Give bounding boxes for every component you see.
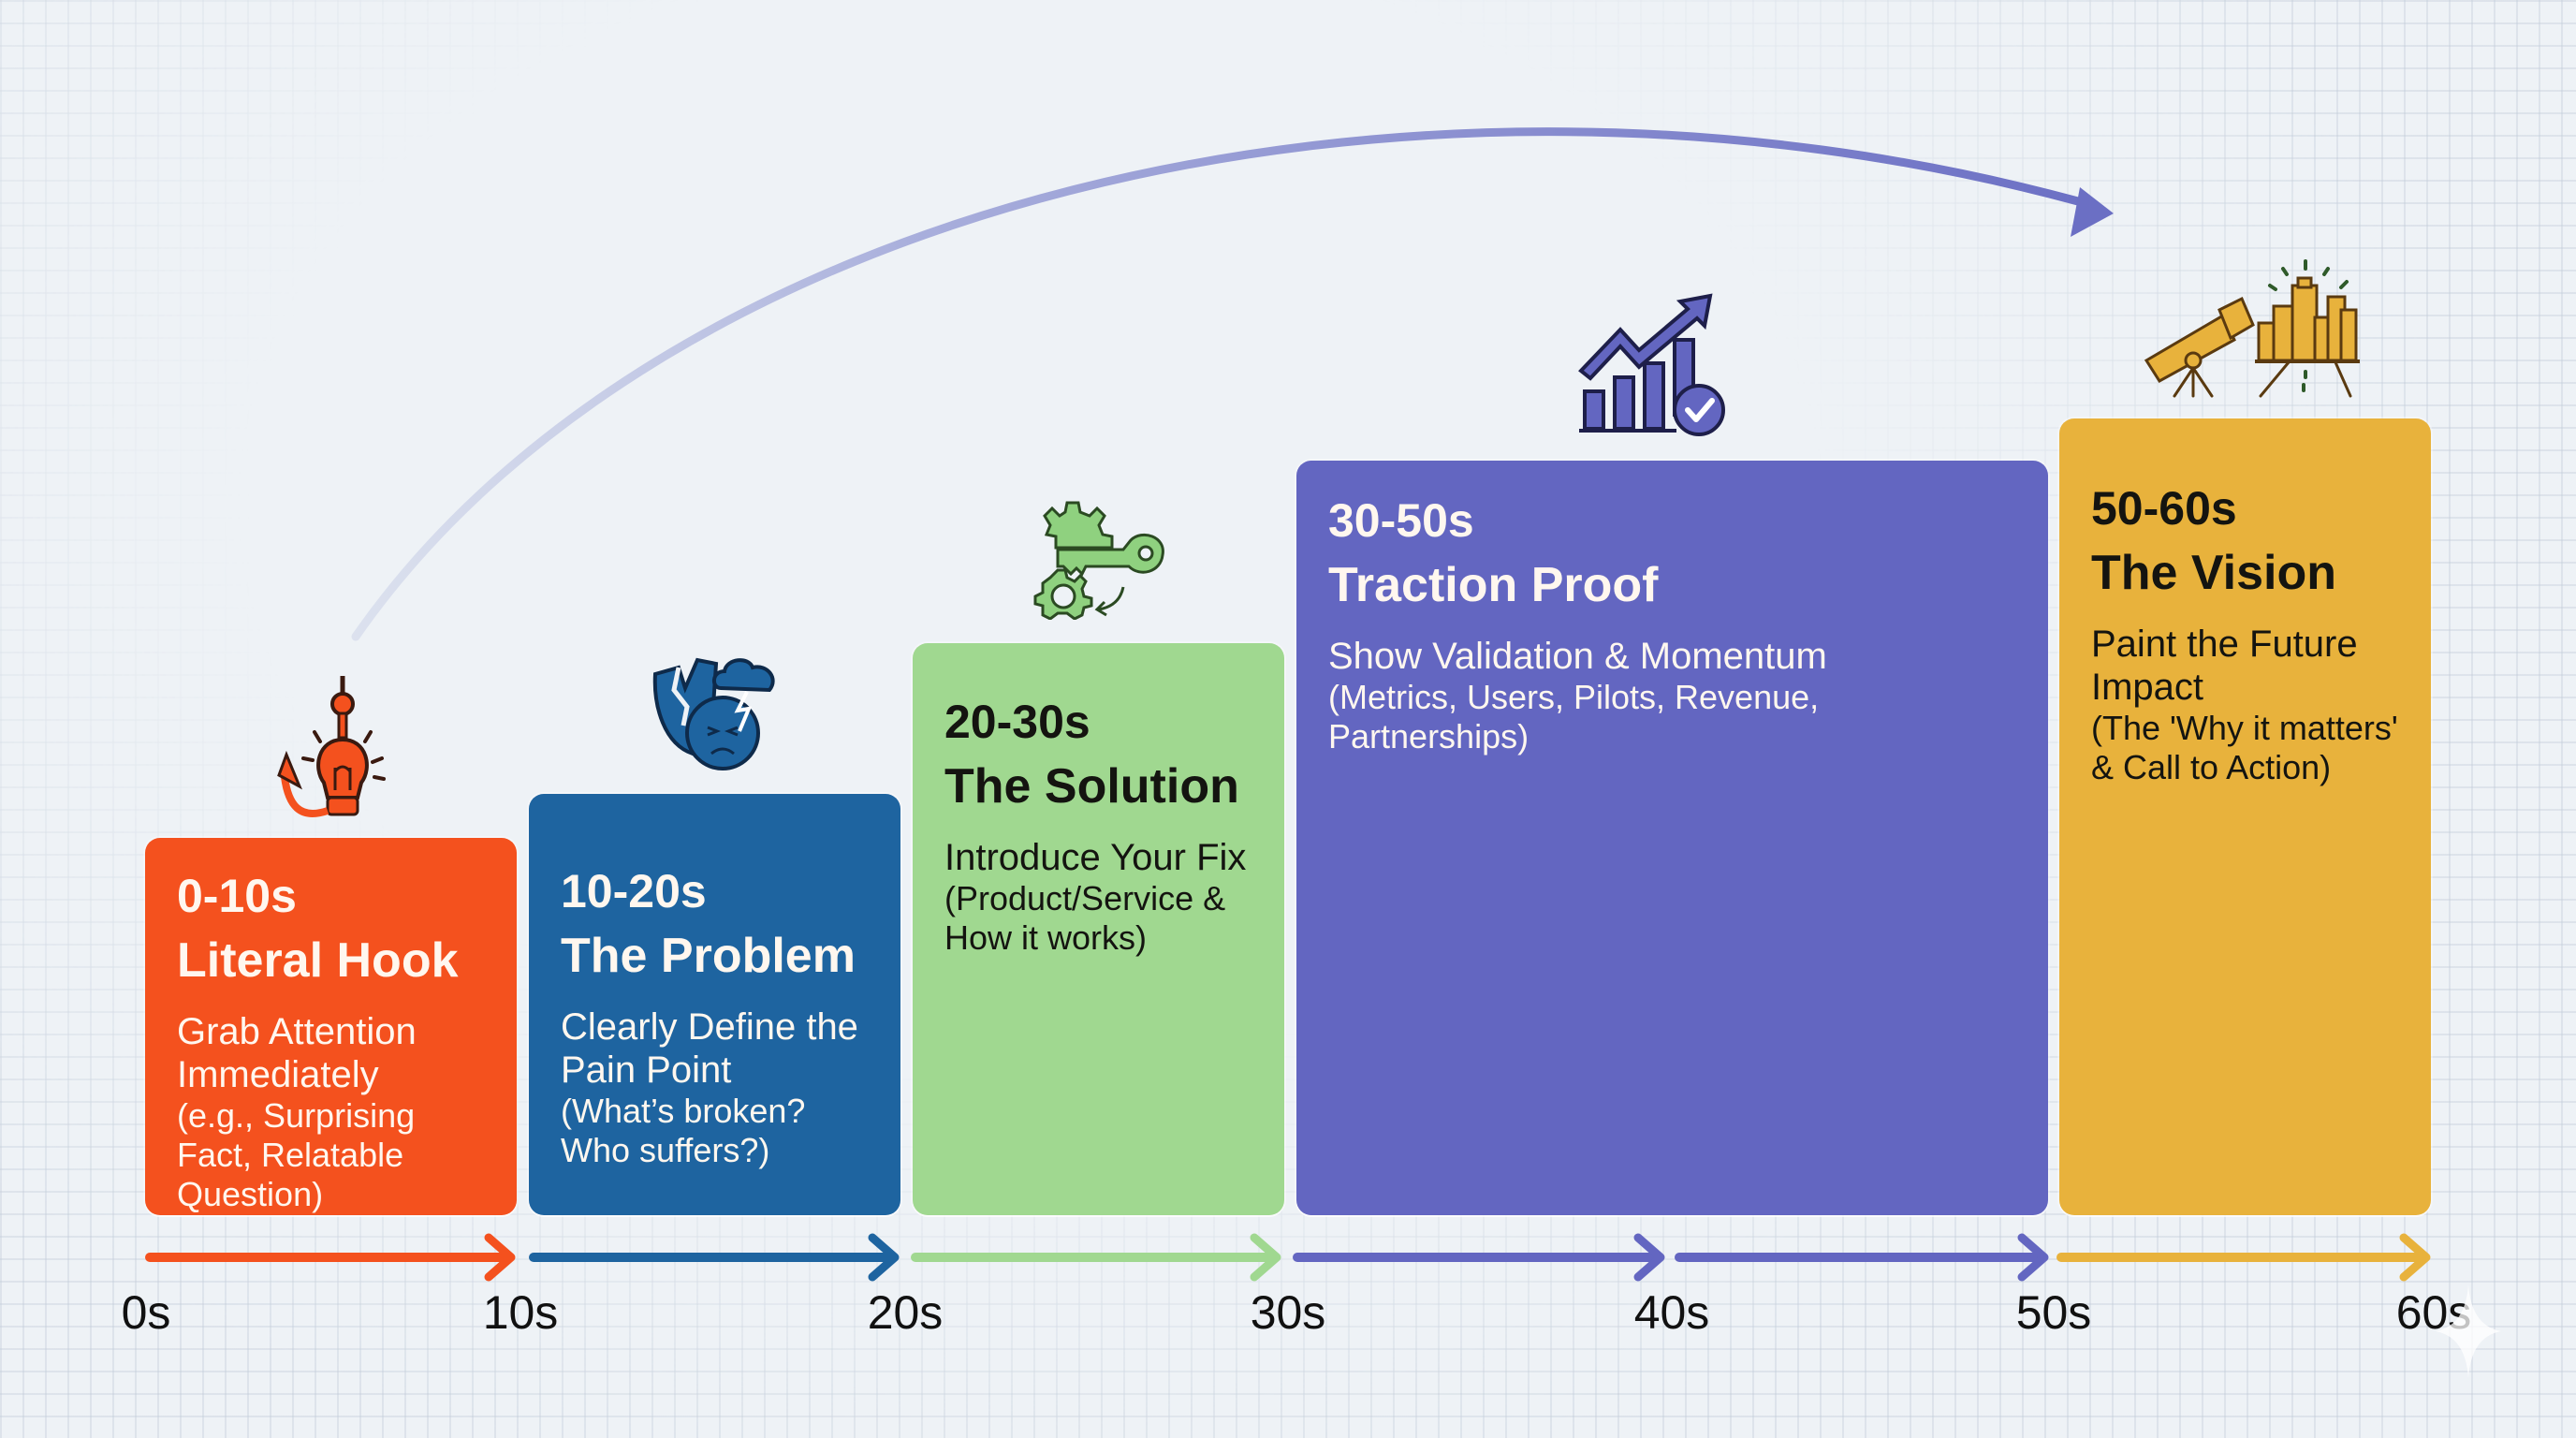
axis-tick-10s: 10s — [482, 1286, 559, 1339]
stage-range: 20-30s — [944, 696, 1090, 748]
timeline-arrow-40-50 — [1675, 1233, 2049, 1282]
axis-tick-30s: 30s — [1250, 1286, 1326, 1339]
stage-description: Introduce Your Fix — [944, 837, 1247, 878]
stage-title: The Problem — [561, 929, 856, 983]
stage-card-hook: 0-10s Literal Hook Grab Attention Immedi… — [145, 838, 517, 1215]
hook-lightbulb-icon — [277, 676, 386, 817]
stage-range: 30-50s — [1328, 494, 1474, 547]
timeline-arrow-30-40 — [1293, 1233, 1665, 1282]
stage-note: (e.g., Surprising Fact, Relatable Questi… — [177, 1096, 416, 1213]
timeline-arrow-0-10 — [145, 1233, 516, 1282]
stage-note: (The 'Why it matters' & Call to Action) — [2091, 709, 2398, 786]
gears-key-icon — [1033, 501, 1164, 620]
stage-card-problem: 10-20s The Problem Clearly Define the Pa… — [529, 794, 900, 1215]
stage-range: 50-60s — [2091, 482, 2237, 535]
axis-tick-20s: 20s — [867, 1286, 944, 1339]
sparkle-icon — [2436, 1284, 2501, 1378]
timeline-arrow-50-60 — [2056, 1233, 2431, 1282]
axis-tick-40s: 40s — [1633, 1286, 1710, 1339]
stage-note: (Product/Service & How it works) — [944, 879, 1226, 957]
timeline-arrow-10-20 — [529, 1233, 900, 1282]
stage-note: (Metrics, Users, Pilots, Revenue, Partne… — [1328, 678, 1820, 756]
stage-title: Traction Proof — [1328, 558, 1659, 612]
stage-range: 0-10s — [177, 870, 297, 922]
broken-heart-storm-icon — [652, 657, 775, 770]
stage-range: 10-20s — [561, 865, 707, 917]
stage-card-vision: 50-60s The Vision Paint the Future Impac… — [2059, 418, 2431, 1215]
axis-tick-0s: 0s — [121, 1286, 171, 1339]
stage-description: Clearly Define the Pain Point — [561, 1006, 858, 1091]
stage-title: Literal Hook — [177, 933, 459, 988]
stage-note: (What’s broken? Who suffers?) — [561, 1092, 806, 1169]
timeline-arrow-20-30 — [911, 1233, 1281, 1282]
telescope-city-icon — [2144, 259, 2360, 398]
stage-title: The Vision — [2091, 546, 2336, 600]
stage-card-solution: 20-30s The Solution Introduce Your Fix (… — [913, 643, 1284, 1215]
stage-title: The Solution — [944, 759, 1239, 814]
axis-tick-50s: 50s — [2015, 1286, 2092, 1339]
stage-description: Grab Attention Immediately — [177, 1011, 417, 1095]
growth-chart-check-icon — [1578, 293, 1725, 436]
stage-description: Show Validation & Momentum — [1328, 636, 1827, 677]
stage-card-traction: 30-50s Traction Proof Show Validation & … — [1296, 461, 2048, 1215]
stage-description: Paint the Future Impact — [2091, 624, 2358, 708]
